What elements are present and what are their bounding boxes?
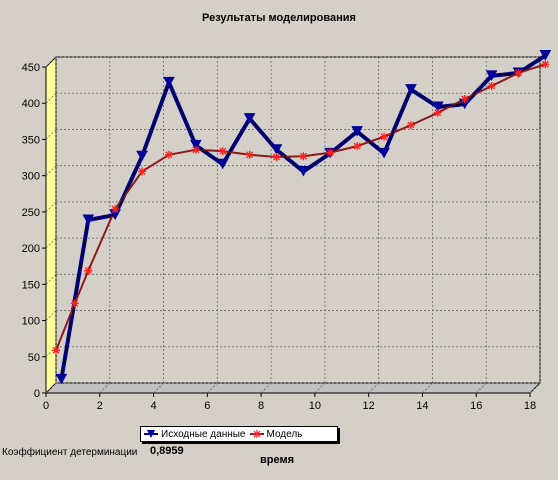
data-point [189, 139, 202, 151]
model-point [487, 81, 496, 90]
model-point [111, 205, 120, 214]
data-point [297, 165, 310, 177]
model-point [353, 142, 362, 151]
x-tick-label: 4 [150, 400, 156, 412]
coef-label: Коэффициент детерминации [2, 447, 138, 458]
model-point [70, 299, 79, 308]
model-point [245, 150, 254, 159]
data-point [243, 113, 256, 124]
model-point [433, 108, 442, 117]
data-point [431, 101, 444, 113]
x-tick-label: 18 [524, 400, 536, 412]
model-point [406, 121, 415, 130]
y-tick-label: 0 [34, 388, 40, 400]
legend-item-data: Исходные данные [144, 429, 246, 440]
data-point [351, 126, 364, 137]
y-tick-label: 300 [22, 171, 40, 183]
triangle-down-icon [144, 430, 158, 438]
model-point [52, 346, 60, 355]
data-point [485, 70, 498, 81]
legend: Исходные данные Модель [140, 426, 338, 442]
y-tick-label: 350 [22, 134, 40, 146]
legend-label-model: Модель [266, 428, 303, 440]
data-point [270, 144, 283, 155]
data-point [216, 158, 229, 170]
legend-item-model: Модель [249, 428, 303, 440]
model-point [380, 132, 389, 141]
plot-area [55, 56, 541, 384]
model-point [84, 266, 93, 275]
x-tick-label: 0 [43, 400, 49, 412]
y-tick-label: 50 [28, 352, 40, 364]
x-tick-label: 14 [416, 400, 428, 412]
x-tick-label: 2 [97, 400, 103, 412]
x-axis-label: время [260, 454, 295, 466]
coef-value: 0,8959 [150, 445, 184, 457]
y-tick-label: 150 [22, 279, 40, 291]
model-point [299, 152, 308, 161]
x-tick-label: 8 [258, 400, 264, 412]
y-tick-label: 400 [22, 98, 40, 110]
model-point [272, 152, 281, 161]
y-tick-label: 100 [22, 316, 40, 328]
model-point [164, 150, 173, 159]
star-icon [249, 430, 264, 438]
chart-title: Результаты моделирования [202, 12, 356, 24]
series-line-model [55, 63, 546, 351]
x-tick-label: 12 [363, 400, 375, 412]
data-point [378, 147, 390, 159]
chart-floor [44, 382, 542, 394]
y-tick-label: 450 [22, 62, 40, 74]
chart-side-wall [45, 55, 57, 395]
data-point [539, 50, 552, 61]
data-point [82, 214, 95, 226]
model-point [218, 147, 227, 156]
data-point [163, 76, 175, 88]
model-point [191, 145, 200, 154]
data-point [55, 373, 68, 385]
model-point [514, 68, 523, 77]
model-point [138, 167, 147, 176]
x-tick-label: 16 [470, 400, 482, 412]
y-tick-label: 200 [22, 243, 40, 255]
legend-label-data: Исходные данные [161, 428, 246, 440]
y-tick-label: 250 [22, 207, 40, 219]
data-point [405, 84, 417, 95]
model-point [541, 60, 550, 69]
x-tick-label: 6 [204, 400, 210, 412]
model-point [326, 148, 335, 157]
data-point [136, 150, 148, 162]
x-tick-label: 10 [309, 400, 321, 412]
model-point [460, 95, 469, 104]
